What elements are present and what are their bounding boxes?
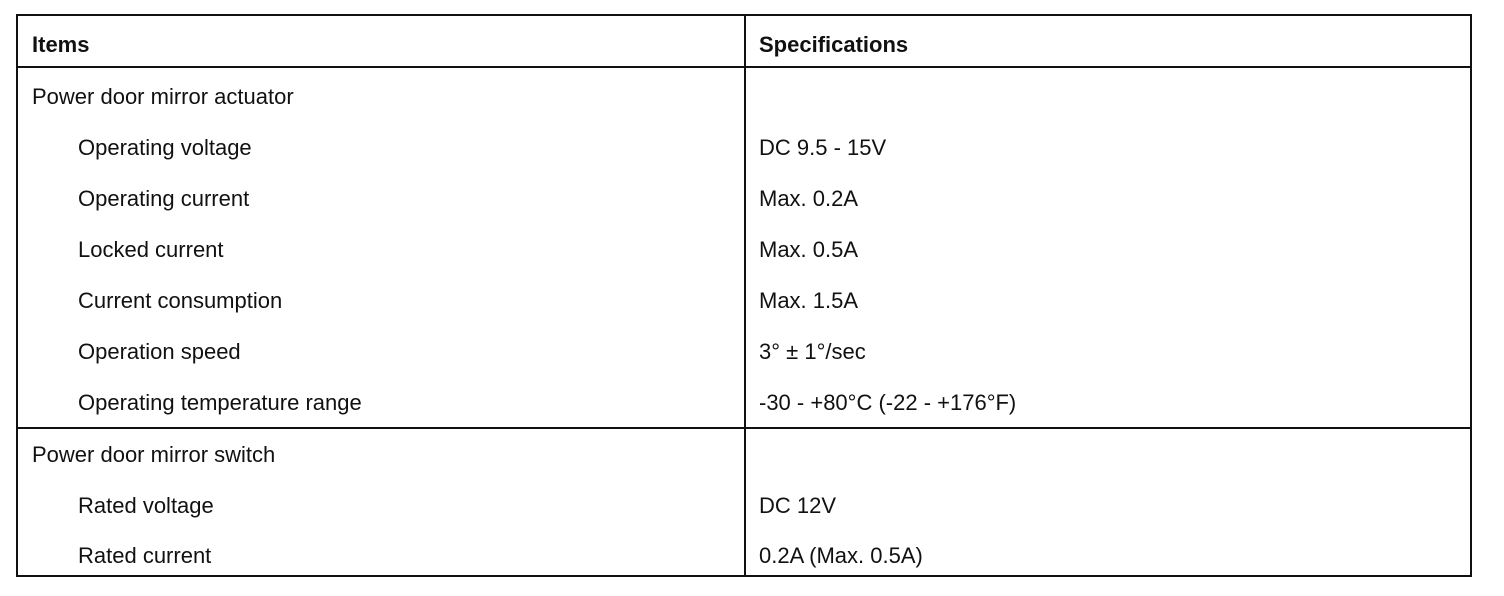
spec-value: DC 12V — [759, 493, 837, 518]
column-divider — [744, 16, 746, 575]
spec-value: Max. 0.5A — [759, 237, 859, 262]
spec-value: 3° ± 1°/sec — [759, 339, 866, 364]
spec-value: Max. 1.5A — [759, 288, 859, 313]
header-divider — [18, 66, 1470, 68]
item-label: Operating current — [78, 186, 250, 211]
header-specifications: Specifications — [759, 32, 909, 57]
item-label: Rated current — [78, 543, 212, 568]
spec-value: -30 - +80°C (-22 - +176°F) — [759, 390, 1017, 415]
spec-value: DC 9.5 - 15V — [759, 135, 887, 160]
spec-value: Max. 0.2A — [759, 186, 859, 211]
item-label: Rated voltage — [78, 493, 214, 518]
item-label: Locked current — [78, 237, 224, 262]
item-label: Current consumption — [78, 288, 283, 313]
item-label: Operating temperature range — [78, 390, 362, 415]
specifications-table: Items Specifications Power door mirror a… — [16, 14, 1472, 577]
header-items: Items — [32, 32, 90, 57]
section-divider — [18, 427, 1470, 429]
item-label: Operation speed — [78, 339, 241, 364]
section-title: Power door mirror switch — [32, 442, 276, 467]
section-title: Power door mirror actuator — [32, 84, 294, 109]
item-label: Operating voltage — [78, 135, 252, 160]
spec-value: 0.2A (Max. 0.5A) — [759, 543, 923, 568]
